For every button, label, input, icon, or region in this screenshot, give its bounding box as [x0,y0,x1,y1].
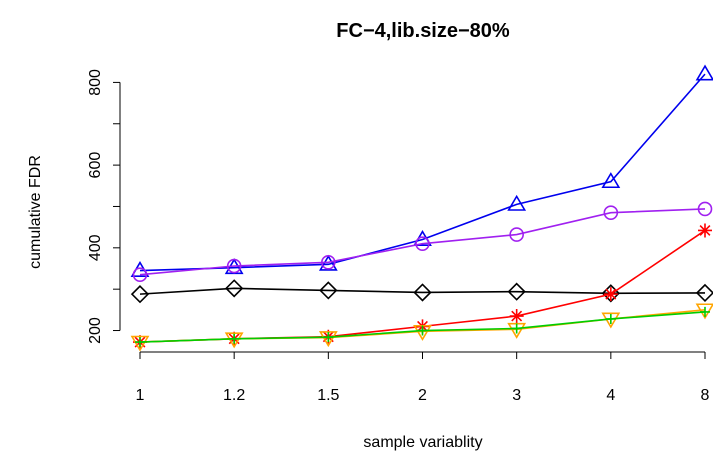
data-point [321,254,336,270]
x-tick-label: 4 [606,387,615,404]
data-point [695,303,713,320]
x-tick-label: 2 [418,387,427,404]
x-tick-label: 8 [701,387,710,404]
data-point [601,172,621,189]
data-point [224,332,244,349]
data-point [415,236,430,251]
data-point [695,64,713,81]
data-point [225,279,244,298]
data-point [603,205,619,220]
data-point [130,335,150,352]
x-tick-label: 1.2 [223,387,245,404]
series-5 [135,306,710,348]
data-point [319,281,338,300]
y-tick-label: 800 [87,69,104,96]
x-tick-label: 1.5 [317,387,339,404]
series-layer [130,64,713,352]
data-point [605,313,616,324]
data-point [511,323,522,334]
y-tick-label: 600 [87,152,104,179]
data-point [698,223,712,238]
y-tick-label: 200 [87,317,104,344]
series-line [139,208,706,276]
data-point [700,306,710,317]
data-point [318,331,338,348]
data-point [323,332,334,343]
series-line [139,73,706,272]
data-point [507,282,526,301]
data-point [226,258,242,274]
series-1 [132,201,713,282]
data-point [509,227,524,242]
data-point [697,201,713,217]
y-axis-label: cumulative FDR [27,155,44,269]
data-point [509,309,524,324]
axes: 1 1.2 1.5 2 3 4 8 200 400 600 800 [87,69,710,404]
data-point [413,283,432,302]
data-point [603,287,618,302]
x-tick-label: 1 [136,387,145,404]
data-point [229,333,240,344]
x-tick-label: 3 [512,387,521,404]
x-axis-label: sample variablity [363,434,482,451]
series-0 [130,64,713,277]
data-point [695,283,713,303]
data-point [130,285,150,304]
data-point [135,337,145,348]
data-point [417,325,428,336]
y-tick-label: 400 [87,234,104,261]
chart-title: FC−4,lib.size−80% [336,20,510,42]
data-point [132,267,148,282]
series-line [139,287,706,295]
data-point [507,194,527,211]
